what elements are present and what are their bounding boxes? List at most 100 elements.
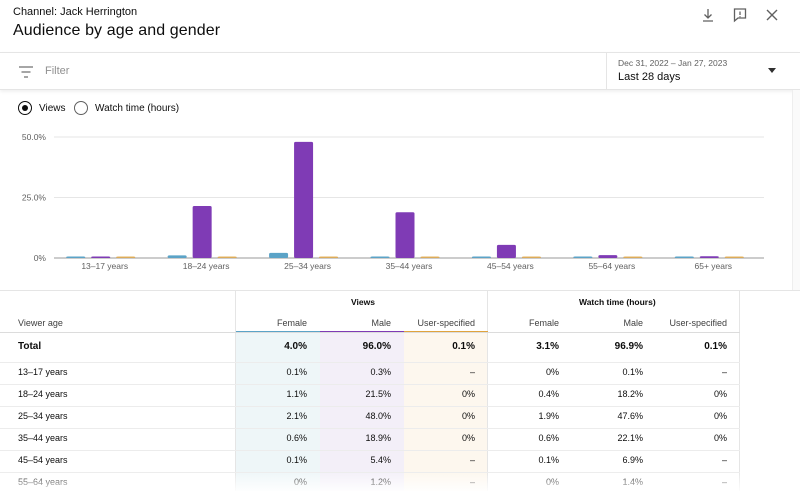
row-divider xyxy=(0,406,740,407)
views-male-header[interactable]: Male xyxy=(371,318,391,328)
bar-male-1 xyxy=(192,205,212,258)
dialog-header: Channel: Jack Herrington Audience by age… xyxy=(0,0,800,52)
bar-female-5 xyxy=(573,256,593,258)
bar-female-0 xyxy=(66,256,86,258)
dialog-title: Audience by age and gender xyxy=(13,22,221,39)
date-period-label: Last 28 days xyxy=(618,71,681,83)
table-cell: 0.1% xyxy=(622,367,643,377)
dropdown-caret-icon xyxy=(768,68,776,73)
table-cell: 0.4% xyxy=(538,389,559,399)
table-cell: 5.4% xyxy=(370,455,391,465)
table-cell: 1.2% xyxy=(370,477,391,487)
table-cell: 96.9% xyxy=(614,341,643,352)
table-cell: 0% xyxy=(461,411,475,421)
table-cell: 4.0% xyxy=(284,341,307,352)
total-row-label: Total xyxy=(18,341,42,352)
views-female-header[interactable]: Female xyxy=(276,318,307,328)
bar-user-specified-3 xyxy=(420,256,440,258)
filter-bar: Filter Dec 31, 2022 – Jan 27, 2023 Last … xyxy=(0,52,800,90)
age-row-label: 13–17 years xyxy=(18,367,68,377)
table-cell: – xyxy=(469,367,475,377)
table-cell: 47.6% xyxy=(617,411,643,421)
x-tick-label: 18–24 years xyxy=(183,261,230,271)
date-range-selector[interactable]: Dec 31, 2022 – Jan 27, 2023 Last 28 days xyxy=(606,53,800,90)
table-cell: – xyxy=(721,477,727,487)
table-cell: 0.1% xyxy=(286,455,307,465)
x-tick-label: 13–17 years xyxy=(81,261,128,271)
table-cell: 0.1% xyxy=(538,455,559,465)
age-row-label: 55–64 years xyxy=(18,477,68,487)
table-cell: 22.1% xyxy=(617,433,643,443)
channel-name: Channel: Jack Herrington xyxy=(13,6,138,18)
viewer-age-header: Viewer age xyxy=(18,318,63,328)
female-column-shade xyxy=(236,332,320,491)
y-tick-label: 0% xyxy=(34,253,47,263)
y-tick-label: 25.0% xyxy=(22,193,47,203)
bar-female-3 xyxy=(370,256,390,258)
bar-male-3 xyxy=(395,212,415,258)
x-tick-label: 45–54 years xyxy=(487,261,534,271)
bar-female-6 xyxy=(674,256,694,258)
watch-male-header[interactable]: Male xyxy=(623,318,643,328)
filter-input[interactable]: Filter xyxy=(45,65,70,77)
bar-male-2 xyxy=(294,141,314,258)
table-cell: 0.1% xyxy=(286,367,307,377)
table-cell: 0% xyxy=(545,367,559,377)
watch-time-radio-label: Watch time (hours) xyxy=(95,102,180,114)
watch-female-header[interactable]: Female xyxy=(528,318,559,328)
table-cell: 0% xyxy=(713,389,727,399)
table-cell: 0.1% xyxy=(704,341,727,352)
filter-icon[interactable] xyxy=(18,65,34,79)
date-range-text: Dec 31, 2022 – Jan 27, 2023 xyxy=(618,58,728,68)
table-cell: – xyxy=(721,367,727,377)
age-row-label: 25–34 years xyxy=(18,411,68,421)
views-group-header: Views xyxy=(351,297,375,307)
x-tick-label: 55–64 years xyxy=(588,261,635,271)
feedback-icon[interactable] xyxy=(731,6,749,24)
table-cell: – xyxy=(721,455,727,465)
table-cell: 1.4% xyxy=(622,477,643,487)
bar-male-0 xyxy=(91,256,111,258)
table-cell: 0% xyxy=(713,433,727,443)
download-icon[interactable] xyxy=(699,6,717,24)
radio-selected-icon xyxy=(18,101,32,115)
watch-user-specified-header[interactable]: User-specified xyxy=(669,318,727,328)
bar-male-4 xyxy=(496,244,516,258)
table-cell: 0% xyxy=(545,477,559,487)
table-cell: 3.1% xyxy=(536,341,559,352)
x-tick-label: 25–34 years xyxy=(284,261,331,271)
bar-female-2 xyxy=(269,252,289,258)
table-cell: 6.9% xyxy=(622,455,643,465)
table-cell: 18.2% xyxy=(617,389,643,399)
table-cell: 21.5% xyxy=(365,389,391,399)
views-radio[interactable]: Views xyxy=(18,100,66,116)
table-cell: 96.0% xyxy=(362,341,391,352)
table-cell: – xyxy=(469,455,475,465)
close-icon[interactable] xyxy=(763,6,781,24)
audience-table: Views Watch time (hours) Viewer age Fema… xyxy=(0,290,800,491)
table-cell: 0% xyxy=(461,389,475,399)
watch-time-radio[interactable]: Watch time (hours) xyxy=(74,100,179,116)
bar-user-specified-6 xyxy=(724,256,744,258)
bar-user-specified-1 xyxy=(217,256,237,258)
table-cell: 0% xyxy=(293,477,307,487)
row-divider xyxy=(0,428,740,429)
table-cell: 48.0% xyxy=(365,411,391,421)
table-cell: 1.1% xyxy=(286,389,307,399)
age-gender-bar-chart: 50.0% 25.0% 0% 13–17 years 18–24 years 25–34 … xyxy=(22,132,764,271)
table-cell: 2.1% xyxy=(286,411,307,421)
column-divider xyxy=(235,291,236,491)
scrollbar[interactable] xyxy=(792,90,800,290)
header-divider xyxy=(0,332,740,333)
bar-user-specified-4 xyxy=(521,256,541,258)
x-tick-label: 35–44 years xyxy=(386,261,433,271)
bar-user-specified-5 xyxy=(623,256,643,258)
views-user-specified-header[interactable]: User-specified xyxy=(417,318,475,328)
bar-user-specified-2 xyxy=(319,256,339,258)
age-row-label: 45–54 years xyxy=(18,455,68,465)
table-cell: 0% xyxy=(461,433,475,443)
table-cell: 0.1% xyxy=(452,341,475,352)
male-column-shade xyxy=(320,332,404,491)
age-row-label: 35–44 years xyxy=(18,433,68,443)
watch-time-group-header: Watch time (hours) xyxy=(579,297,656,307)
